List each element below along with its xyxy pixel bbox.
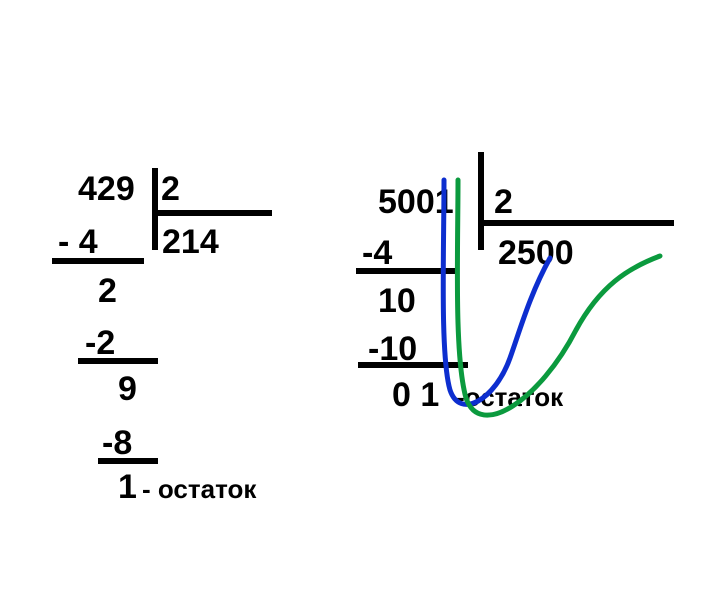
right-hr2 — [358, 362, 468, 368]
left-hr1 — [52, 258, 144, 264]
right-step1-res: 10 — [378, 284, 416, 318]
right-bracket-horizontal — [478, 220, 674, 226]
right-step2-sub: -10 — [368, 332, 417, 366]
left-step1-res: 2 — [98, 274, 117, 308]
stage: 429 2 - 4 214 2 -2 9 -8 1 - остаток 5001… — [0, 0, 710, 604]
curve-green — [457, 180, 660, 415]
left-remainder-label: - остаток — [142, 476, 256, 502]
left-quotient: 214 — [162, 225, 219, 259]
left-step2-sub: -2 — [85, 326, 115, 360]
right-divisor: 2 — [494, 185, 513, 219]
left-bracket-horizontal — [152, 210, 272, 216]
right-bracket-vertical — [478, 152, 484, 250]
left-divisor: 2 — [161, 172, 180, 206]
right-dividend: 5001 — [378, 185, 454, 219]
left-step2-res: 9 — [118, 372, 137, 406]
right-hr1 — [356, 268, 456, 274]
left-step3-sub: -8 — [102, 426, 132, 460]
left-dividend: 429 — [78, 172, 135, 206]
right-step2-res: 0 1 — [392, 378, 439, 412]
right-quotient: 2500 — [498, 236, 574, 270]
left-step1-sub: - 4 — [58, 225, 98, 259]
left-step3-res: 1 — [118, 470, 137, 504]
left-bracket-vertical — [152, 168, 158, 250]
left-hr3 — [98, 458, 158, 464]
right-step1-sub: -4 — [362, 236, 392, 270]
left-hr2 — [78, 358, 158, 364]
right-remainder-label: -остаток — [456, 384, 563, 410]
